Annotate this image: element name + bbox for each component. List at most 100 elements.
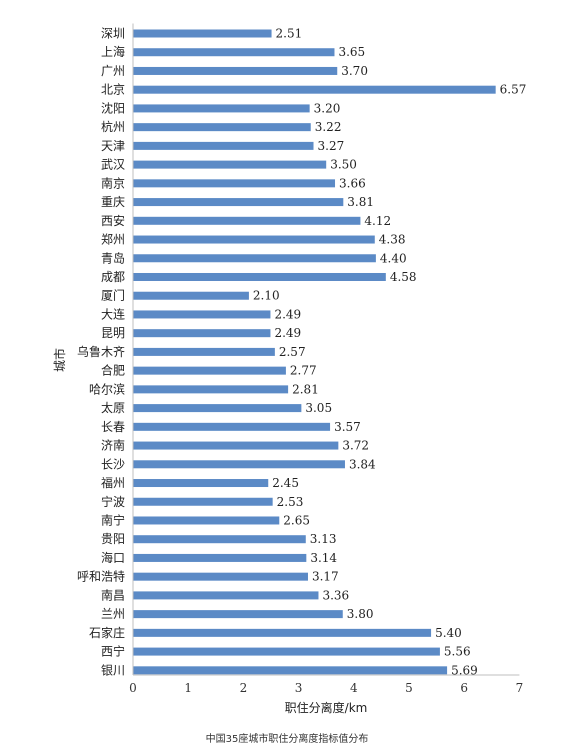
bar (133, 66, 338, 75)
category-label: 沈阳 (101, 100, 125, 115)
data-label: 2.51 (276, 27, 303, 41)
category-label: 宁波 (101, 494, 125, 509)
bar (133, 291, 249, 300)
bars-layer (133, 29, 496, 675)
data-label: 2.53 (277, 495, 304, 509)
bar (133, 535, 306, 544)
bar (133, 85, 496, 94)
category-label: 南昌 (101, 587, 125, 602)
data-label: 3.14 (310, 551, 337, 565)
x-tick-label: 4 (350, 681, 358, 695)
category-label: 贵阳 (101, 532, 125, 546)
data-label: 5.56 (444, 645, 471, 659)
bar (133, 254, 376, 263)
data-label: 2.45 (272, 476, 299, 490)
bar (133, 141, 314, 150)
data-label: 5.40 (435, 626, 462, 640)
category-label: 长春 (101, 420, 125, 434)
category-label: 西宁 (101, 644, 125, 659)
bar (133, 610, 343, 619)
bar (133, 179, 336, 188)
data-label: 4.38 (379, 233, 406, 247)
category-label: 昆明 (101, 326, 125, 340)
bar (133, 198, 344, 207)
chart-caption: 中国35座城市职住分离度指标值分布 (206, 732, 369, 745)
data-label: 3.72 (342, 439, 369, 453)
value-labels-layer: 2.51 3.65 3.70 6.57 3.20 3.22 3.27 3.50 3.66 3.81… (253, 27, 526, 678)
data-label: 4.40 (380, 251, 407, 265)
category-label: 济南 (101, 438, 125, 453)
data-label: 6.57 (500, 83, 527, 97)
x-tick-label: 2 (240, 681, 248, 695)
category-label: 南京 (101, 175, 125, 190)
category-label: 海口 (101, 550, 125, 565)
bar (133, 366, 286, 375)
data-label: 3.65 (338, 45, 365, 59)
category-label: 天津 (101, 139, 125, 153)
bar (133, 460, 345, 469)
category-label: 重庆 (101, 195, 125, 209)
data-label: 2.57 (279, 345, 306, 359)
data-label: 4.58 (390, 270, 417, 284)
data-label: 3.27 (318, 139, 345, 153)
category-label: 成都 (101, 270, 125, 284)
bar (133, 160, 327, 169)
data-label: 3.13 (310, 532, 337, 546)
category-label: 乌鲁木齐 (77, 344, 125, 359)
data-label: 3.36 (322, 588, 349, 602)
data-label: 3.05 (305, 401, 332, 415)
category-label: 武汉 (101, 158, 125, 172)
x-tick-label: 0 (129, 681, 137, 695)
data-label: 3.70 (341, 64, 368, 78)
data-label: 3.17 (312, 570, 339, 584)
category-label: 北京 (101, 83, 125, 97)
bar (133, 272, 386, 281)
category-label: 银川 (101, 663, 125, 677)
category-label: 深圳 (101, 27, 125, 41)
x-tick-label: 5 (405, 681, 413, 695)
bar (133, 385, 289, 394)
data-label: 3.20 (314, 101, 341, 115)
data-label: 2.81 (292, 382, 319, 396)
category-label: 西安 (101, 213, 125, 228)
bar (133, 647, 440, 656)
category-labels-layer: 深圳上海广州北京沈阳杭州天津武汉南京重庆西安郑州青岛成都厦门大连昆明乌鲁木齐合肥… (77, 27, 125, 678)
data-label: 2.65 (283, 513, 310, 527)
y-axis-title: 城市 (52, 348, 67, 372)
bar (133, 441, 339, 450)
bar (133, 48, 335, 57)
bar (133, 235, 375, 244)
category-label: 合肥 (101, 363, 125, 378)
category-label: 广州 (101, 64, 125, 78)
data-label: 3.81 (347, 195, 374, 209)
category-label: 太原 (101, 400, 125, 415)
bar (133, 29, 272, 38)
bar (133, 329, 271, 338)
category-label: 青岛 (101, 250, 125, 265)
category-label: 南宁 (101, 512, 125, 527)
category-label: 郑州 (101, 232, 125, 247)
bar (133, 104, 310, 113)
bar (133, 347, 275, 356)
bar (133, 516, 280, 525)
category-label: 上海 (101, 44, 125, 59)
category-label: 长沙 (101, 457, 125, 471)
category-label: 兰州 (101, 607, 125, 621)
data-label: 2.49 (274, 307, 301, 321)
category-label: 呼和浩特 (77, 569, 125, 584)
x-tick-label: 1 (184, 681, 192, 695)
bar (133, 497, 273, 506)
data-label: 2.10 (253, 289, 280, 303)
bar (133, 310, 271, 319)
data-label: 4.12 (364, 214, 391, 228)
bar (133, 123, 311, 132)
data-label: 3.57 (334, 420, 361, 434)
category-label: 哈尔滨 (89, 381, 125, 396)
bar (133, 553, 307, 562)
data-label: 3.80 (347, 607, 374, 621)
category-label: 福州 (101, 475, 125, 490)
x-tick-label: 3 (295, 681, 303, 695)
category-label: 厦门 (101, 288, 125, 303)
bar (133, 216, 361, 225)
